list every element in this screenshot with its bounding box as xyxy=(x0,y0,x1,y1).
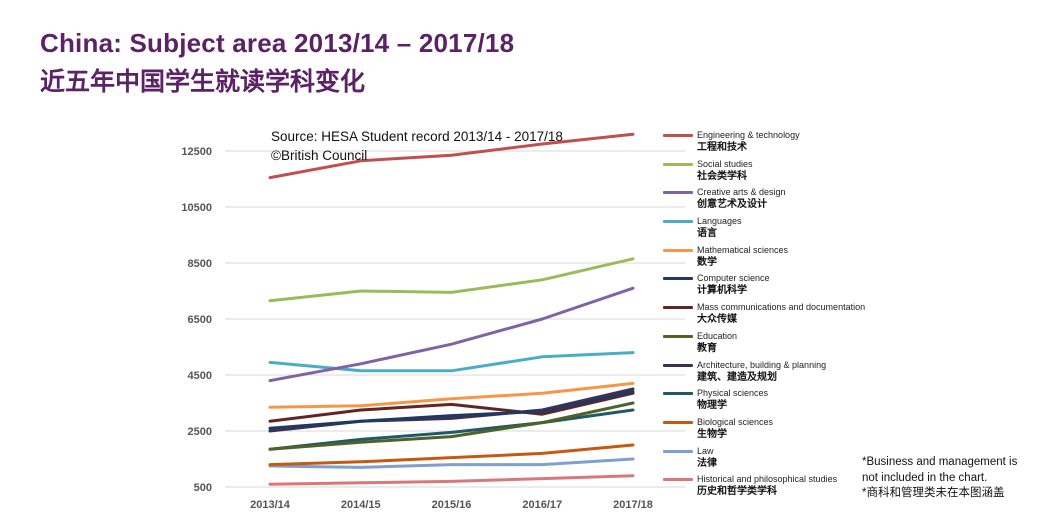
legend-item: Biological sciences 生物学 xyxy=(663,416,893,445)
legend-label-zh: 创意艺术及设计 xyxy=(697,199,767,211)
gridlines xyxy=(225,150,685,488)
legend-label-zh: 法律 xyxy=(697,457,717,469)
y-tick-label: 10500 xyxy=(181,202,212,214)
legend-swatch xyxy=(663,363,693,367)
series-line-biological-sciences xyxy=(268,443,635,467)
legend-swatch xyxy=(663,392,693,396)
legend-label-zh: 社会类学科 xyxy=(697,170,747,182)
legend-label-zh: 物理学 xyxy=(697,400,727,412)
legend-label: Biological sciences xyxy=(697,416,774,427)
legend-item: Computer science 计算机科学 xyxy=(663,272,893,301)
legend-swatch xyxy=(663,478,693,482)
legend-swatch xyxy=(663,191,693,195)
series-line-physical-sciences xyxy=(268,408,635,451)
legend-item: Physical sciences 物理学 xyxy=(663,387,893,416)
series-line-social-studies xyxy=(268,257,635,303)
series-line-computer-science xyxy=(268,390,635,430)
legend-item: Mathematical sciences 数学 xyxy=(663,244,893,273)
legend-item: Architecture, building & planning 建筑、建造及规… xyxy=(663,359,893,388)
legend-label: Physical sciences xyxy=(697,388,769,399)
legend-label: Social studies xyxy=(697,158,753,169)
source-line-1: Source: HESA Student record 2013/14 - 20… xyxy=(271,129,563,144)
series-lines xyxy=(268,132,635,486)
legend-swatch xyxy=(663,162,693,166)
x-axis-ticks: 2013/14 2014/15 2015/16 2016/17 2017/18 xyxy=(250,499,653,511)
chart-source: Source: HESA Student record 2013/14 - 20… xyxy=(271,127,563,165)
legend-swatch xyxy=(663,134,693,137)
y-tick-label: 12500 xyxy=(181,146,212,158)
chart-legend: Engineering & technology 工程和技术 Social stud… xyxy=(663,129,893,502)
series-line-historical-and-philosophical-studies xyxy=(268,474,635,486)
series-line-education xyxy=(268,401,635,451)
y-axis-ticks: 500 2500 4500 6500 8500 10500 12500 xyxy=(181,146,212,494)
x-tick-label: 2015/16 xyxy=(432,499,472,511)
x-tick-label: 2017/18 xyxy=(613,499,653,511)
legend-item: Mass communications and documentation 大众传… xyxy=(663,301,893,330)
y-tick-label: 500 xyxy=(194,482,212,494)
legend-item: Social studies 社会类学科 xyxy=(663,158,893,187)
legend-item: Engineering & technology 工程和技术 xyxy=(663,129,893,158)
legend-label-zh: 建筑、建造及规划 xyxy=(697,371,777,383)
legend-label-zh: 工程和技术 xyxy=(697,142,747,153)
page-subtitle: 近五年中国学生就读学科变化 xyxy=(40,68,366,96)
legend-label-zh: 历史和哲学类学科 xyxy=(697,486,777,498)
series-line-languages xyxy=(268,351,635,373)
legend-label: Law xyxy=(697,445,714,456)
legend-label-zh: 大众传媒 xyxy=(697,314,737,326)
x-tick-label: 2016/17 xyxy=(522,499,562,511)
legend-label-zh: 生物学 xyxy=(697,428,727,440)
legend-swatch xyxy=(663,449,693,453)
footnote: *Business and management is not included… xyxy=(862,455,1017,502)
footnote-line-1: *Business and management is xyxy=(862,456,1018,468)
legend-label-zh: 语言 xyxy=(697,228,717,240)
legend-label-zh: 计算机科学 xyxy=(697,285,747,297)
legend-item: Historical and philosophical studies 历史和哲… xyxy=(663,473,893,502)
legend-swatch xyxy=(663,248,693,252)
series-line-engineering-technology xyxy=(268,132,635,180)
series-line-creative-arts-design xyxy=(268,286,635,383)
legend-label: Creative arts & design xyxy=(697,187,786,198)
legend-label-zh: 教育 xyxy=(697,342,717,354)
x-tick-label: 2014/15 xyxy=(341,499,381,511)
legend-label: Languages xyxy=(697,216,742,227)
legend-swatch xyxy=(663,220,693,224)
legend-swatch xyxy=(663,306,693,310)
legend-label: Historical and philosophical studies xyxy=(697,474,838,485)
legend-swatch xyxy=(663,277,693,281)
y-tick-label: 4500 xyxy=(188,370,212,382)
legend-item: Education 教育 xyxy=(663,330,893,359)
series-line-law xyxy=(268,457,635,469)
source-line-2: ©British Council xyxy=(271,148,368,163)
legend-item: Law 法律 xyxy=(663,445,893,474)
legend-item: Creative arts & design 创意艺术及设计 xyxy=(663,186,893,215)
page-title: China: Subject area 2013/14 – 2017/18 xyxy=(40,28,515,58)
legend-label: Mathematical sciences xyxy=(697,244,789,255)
legend-label-zh: 数学 xyxy=(697,256,717,268)
y-tick-label: 6500 xyxy=(188,314,212,326)
legend-label: Engineering & technology xyxy=(697,130,800,140)
x-tick-label: 2013/14 xyxy=(250,499,291,511)
legend-label: Mass communications and documentation xyxy=(697,302,866,313)
footnote-line-2: not included in the chart. xyxy=(862,471,988,484)
footnote-line-3: *商科和管理类未在本图涵盖 xyxy=(862,487,1005,499)
legend-label: Education xyxy=(697,330,738,341)
legend-item: Languages 语言 xyxy=(663,215,893,244)
legend-swatch xyxy=(663,334,693,338)
series-line-mass-communications-and-documentation xyxy=(268,391,635,423)
y-tick-label: 8500 xyxy=(188,258,212,270)
legend-label: Architecture, building & planning xyxy=(697,359,827,370)
series-line-mathematical-sciences xyxy=(268,381,635,409)
y-tick-label: 2500 xyxy=(188,426,212,438)
legend-swatch xyxy=(663,420,693,424)
legend-label: Computer science xyxy=(697,273,770,284)
